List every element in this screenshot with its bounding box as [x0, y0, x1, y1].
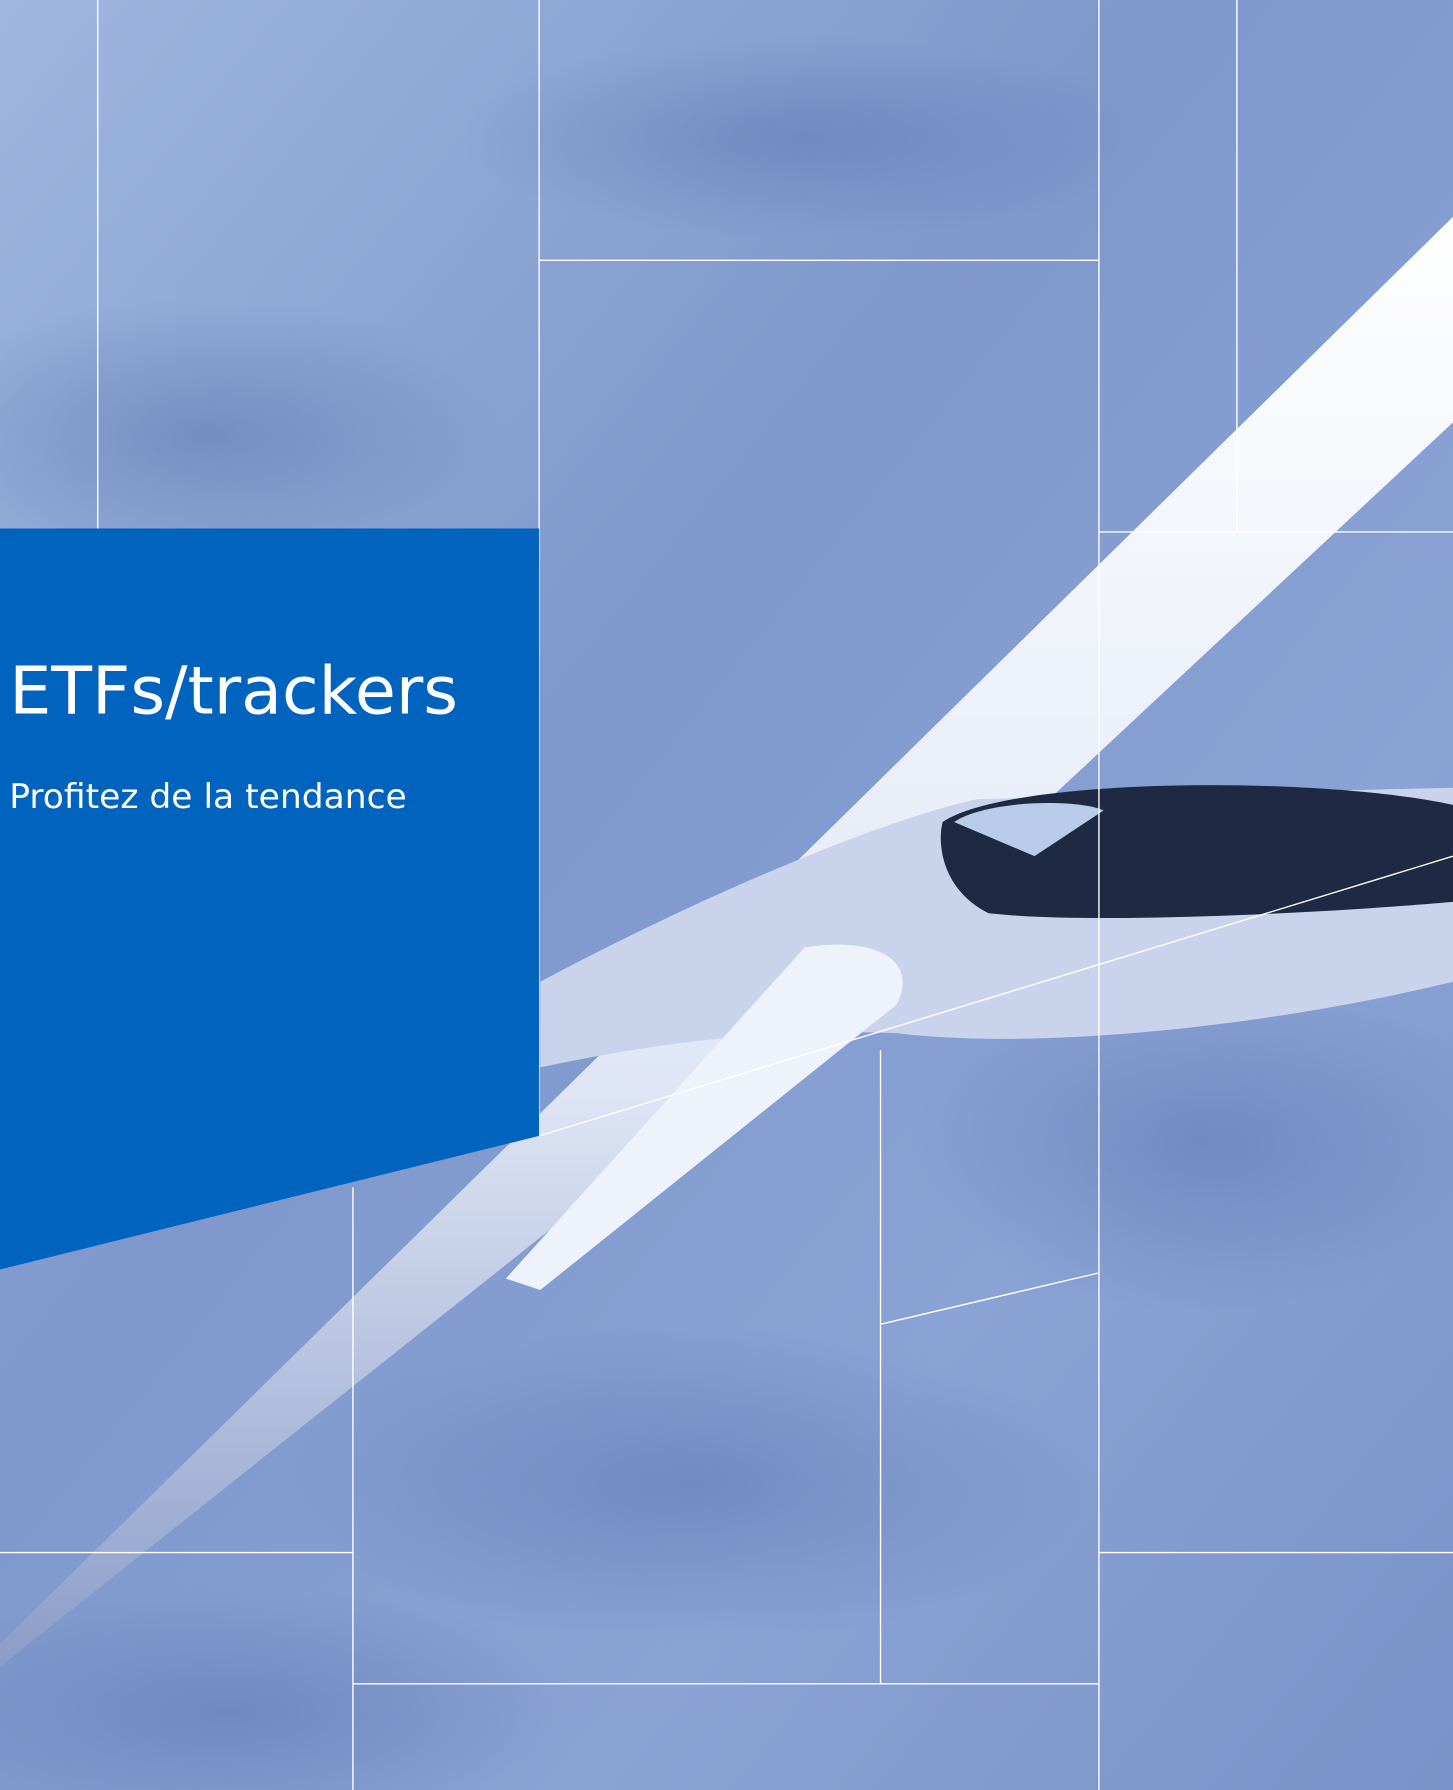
title: ETFs/trackers [9, 652, 458, 730]
subtitle: Profitez de la tendance [9, 777, 407, 817]
cover: ETFs/trackers Profitez de la tendance [0, 0, 1453, 1790]
page: {"cover": {"title": "ETFs/trackers", "su… [0, 0, 1453, 1790]
